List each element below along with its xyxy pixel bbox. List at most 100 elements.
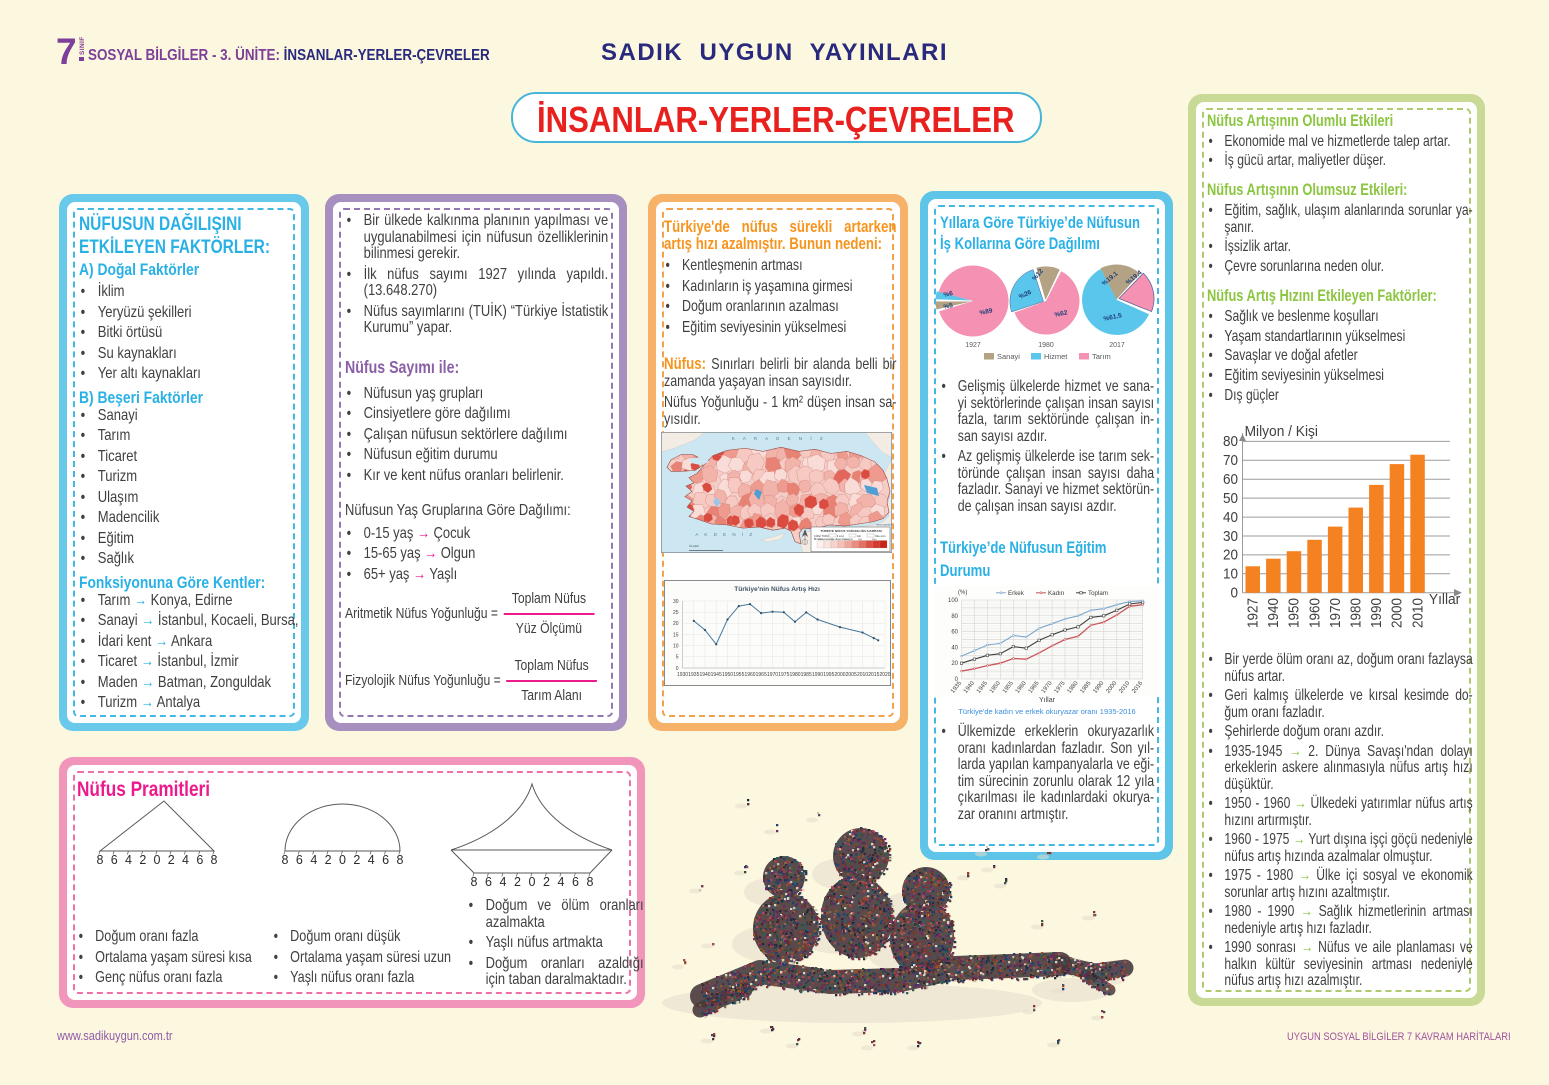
svg-text:2010: 2010 [1409,598,1426,628]
svg-text:1940: 1940 [699,672,710,678]
svg-text:1980: 1980 [789,672,800,678]
svg-text:1960: 1960 [744,672,755,678]
svg-text:TÜRKİYE NÜFUS YOĞUNLUĞU HARİTA: TÜRKİYE NÜFUS YOĞUNLUĞU HARİTASI [820,528,881,533]
svg-text:Yıllar: Yıllar [1429,591,1461,607]
svg-text:2: 2 [353,853,360,867]
svg-text:1990: 1990 [812,672,823,678]
svg-text:0: 0 [339,853,346,867]
svg-text:2000: 2000 [834,672,845,678]
svg-text:1927: 1927 [1244,598,1261,628]
svg-text:0: 0 [955,677,959,683]
svg-text:2: 2 [514,875,521,889]
svg-text:30: 30 [673,599,679,605]
svg-text:Ülke sınırı: Ülke sınırı [875,535,886,538]
svg-text:Türkiye'nin Nüfus Artış Hızı: Türkiye'nin Nüfus Artış Hızı [734,586,820,593]
svg-text:2005: 2005 [846,672,857,678]
svg-text:1975: 1975 [778,672,789,678]
svg-text:ÖLÇEK: ÖLÇEK [689,544,699,548]
svg-text:8: 8 [211,853,218,867]
svg-text:1945: 1945 [711,672,722,678]
svg-text:1985: 1985 [801,672,812,678]
svg-text:6: 6 [196,853,203,867]
svg-text:Milyon / Kişi: Milyon / Kişi [1245,423,1318,439]
svg-text:Toplam: Toplam [1088,590,1108,597]
svg-text:A K D E N İ Z: A K D E N İ Z [695,531,754,537]
svg-text:4: 4 [558,875,565,889]
svg-text:1970: 1970 [1326,598,1343,628]
svg-text:8: 8 [471,875,478,889]
svg-text:60: 60 [951,630,958,636]
svg-text:Bir kilometrekareye düşen kişi: Bir kilometrekareye düşen kişi sayısı [814,538,853,541]
svg-text:4: 4 [125,853,132,867]
svg-text:1950: 1950 [1285,598,1302,628]
svg-text:1935: 1935 [688,672,699,678]
svg-text:Tarım: Tarım [1092,352,1111,361]
svg-text:1927: 1927 [965,342,981,349]
svg-text:6: 6 [111,853,118,867]
svg-text:%62: %62 [1054,309,1069,319]
svg-text:Sanayi: Sanayi [997,352,1020,361]
svg-text:2000: 2000 [1388,598,1405,628]
svg-text:K A R A D E N İ Z: K A R A D E N İ Z [732,435,826,441]
svg-text:0: 0 [529,875,536,889]
svg-text:Hizmet: Hizmet [1044,352,1068,361]
svg-text:20: 20 [1223,546,1238,563]
svg-text:1995: 1995 [823,672,834,678]
svg-text:1930: 1930 [677,672,688,678]
svg-text:2: 2 [139,853,146,867]
svg-text:2: 2 [325,853,332,867]
svg-text:Erkek: Erkek [1008,590,1025,597]
svg-text:25: 25 [831,539,834,541]
svg-text:0: 0 [676,666,679,672]
svg-text:8: 8 [97,853,104,867]
svg-text:10: 10 [673,644,679,650]
svg-text:50: 50 [845,539,848,541]
svg-text:8: 8 [282,853,289,867]
svg-text:(%): (%) [958,590,967,596]
svg-text:www.cografyaharita.com: www.cografyaharita.com [876,523,892,527]
svg-text:100: 100 [858,539,862,541]
svg-text:80: 80 [951,614,958,620]
svg-text:1940: 1940 [1265,598,1282,628]
svg-text:2017: 2017 [1109,342,1125,349]
svg-text:2: 2 [543,875,550,889]
svg-text:0: 0 [154,853,161,867]
svg-text:İl sınırı: İl sınırı [837,535,845,538]
svg-text:Göl: Göl [857,535,861,538]
svg-text:6: 6 [296,853,303,867]
svg-text:50: 50 [1223,490,1238,507]
svg-text:4: 4 [368,853,375,867]
svg-text:4: 4 [310,853,317,867]
svg-text:4: 4 [500,875,507,889]
svg-text:2020: 2020 [879,672,890,678]
svg-text:1965: 1965 [756,672,767,678]
svg-text:0: 0 [1230,584,1238,601]
svg-text:250+: 250+ [872,539,878,541]
svg-text:5: 5 [676,655,679,661]
svg-text:6: 6 [485,875,492,889]
svg-text:1990: 1990 [1368,598,1385,628]
svg-text:%5: %5 [943,302,954,311]
svg-text:100: 100 [948,598,959,604]
svg-text:Türkiye'de kadın ve erkek okur: Türkiye'de kadın ve erkek okuryazar oran… [958,707,1135,716]
svg-text:60: 60 [1223,471,1238,488]
svg-text:Kadın: Kadın [1048,590,1065,597]
svg-text:8: 8 [397,853,404,867]
svg-text:40: 40 [951,645,958,651]
svg-text:40: 40 [1223,508,1238,525]
svg-text:10: 10 [1223,565,1238,582]
svg-text:6: 6 [572,875,579,889]
svg-text:80: 80 [1223,433,1238,450]
svg-text:2010: 2010 [857,672,868,678]
svg-text:1960: 1960 [1306,598,1323,628]
svg-text:%89: %89 [979,307,994,317]
svg-text:6: 6 [382,853,389,867]
svg-text:2015: 2015 [868,672,879,678]
svg-text:0-10: 0-10 [818,539,823,541]
svg-text:Yıllar: Yıllar [1039,697,1056,704]
svg-text:25: 25 [673,610,679,616]
svg-text:1980: 1980 [1347,598,1364,628]
svg-text:70: 70 [1223,452,1238,469]
svg-text:15: 15 [673,632,679,638]
svg-text:1955: 1955 [733,672,744,678]
